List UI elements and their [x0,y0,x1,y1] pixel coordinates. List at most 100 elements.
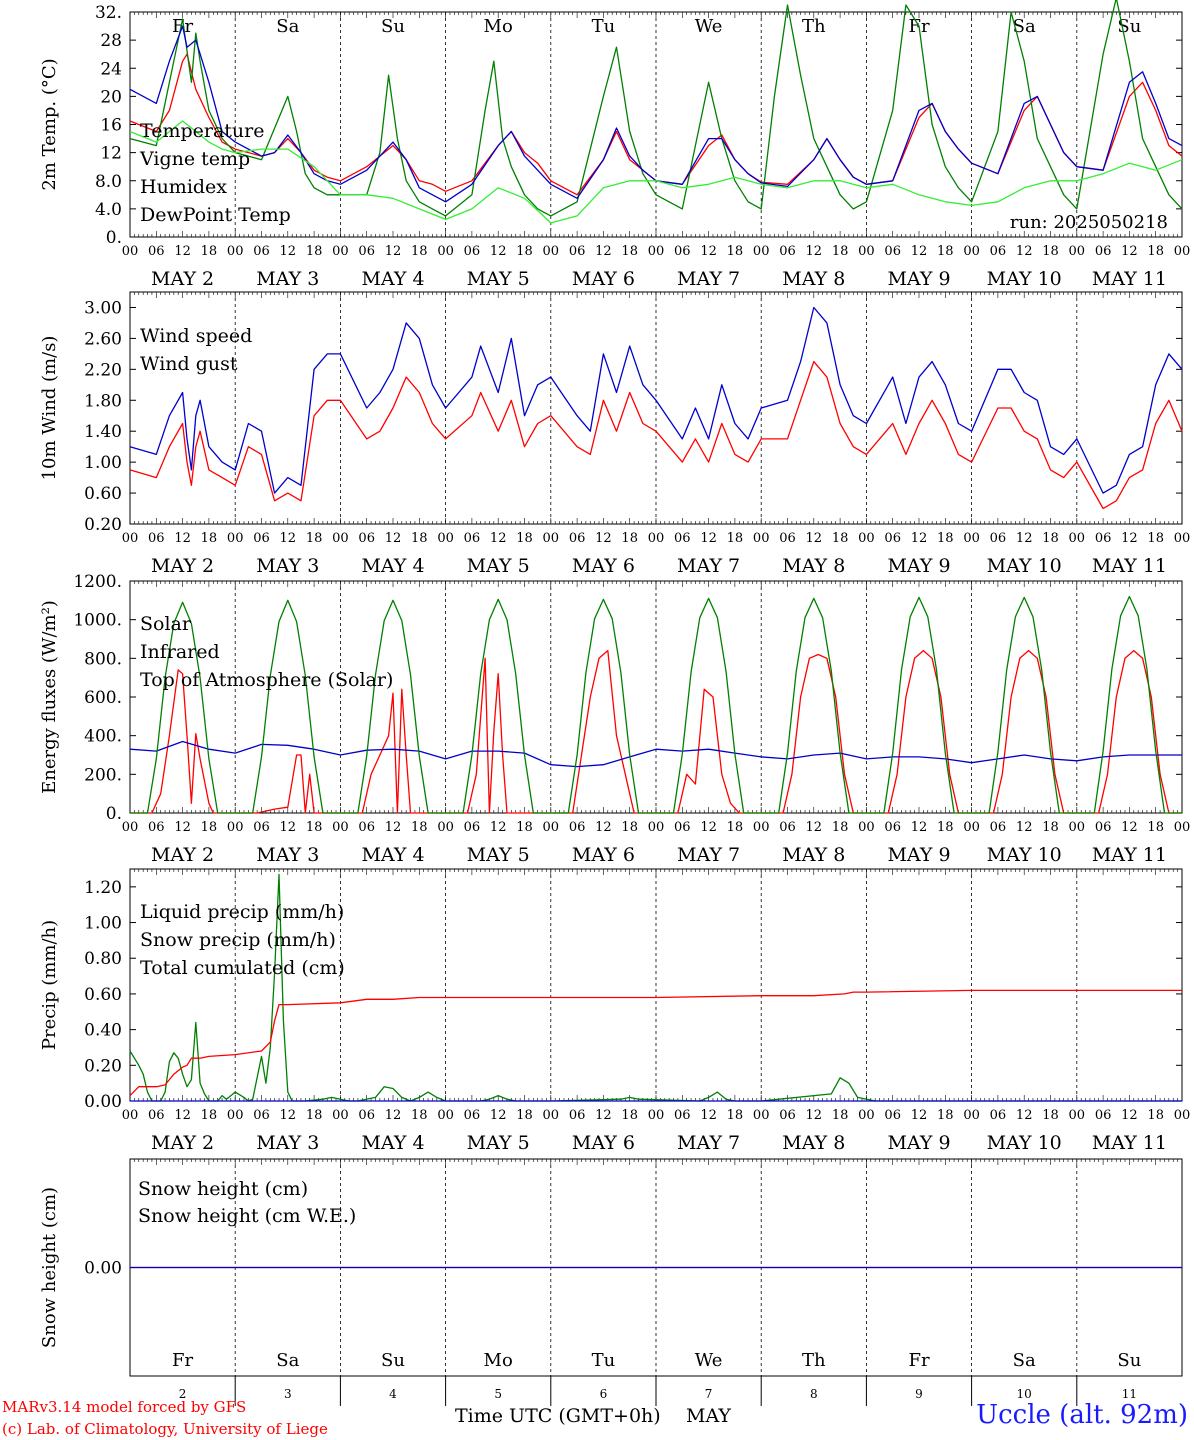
hour-tick-label: 06 [148,531,165,546]
hour-tick-label: 12 [700,244,717,259]
hour-tick-label: 00 [437,244,454,259]
hour-tick-label: 00 [858,531,875,546]
hour-tick-label: 00 [122,1108,139,1123]
y-tick-label: 800. [84,649,122,669]
y-tick-label: 1.00 [84,914,122,934]
date-label: MAY 10 [987,268,1062,290]
hour-tick-label: 00 [648,244,665,259]
date-label: MAY 4 [361,268,424,290]
y-tick-label: 12 [100,144,122,164]
hour-tick-label: 18 [1042,1108,1059,1123]
hour-tick-label: 06 [569,244,586,259]
hour-tick-label: 12 [490,1108,507,1123]
y-tick-label: 32. [95,3,122,23]
y-axis-label: Snow height (cm) [39,1187,60,1348]
day-number: 10 [1017,1387,1032,1401]
hour-tick-label: 00 [332,1108,349,1123]
date-label: MAY 3 [256,1132,319,1154]
y-tick-label: 4.0 [95,200,122,220]
hour-tick-label: 18 [832,820,849,835]
hour-tick-label: 12 [385,531,402,546]
x-axis-month: MAY [686,1405,731,1427]
hour-tick-label: 12 [911,1108,928,1123]
y-tick-label: 1.20 [84,878,122,898]
hour-tick-label: 18 [937,531,954,546]
hour-tick-label: 06 [884,531,901,546]
y-tick-label: 0.60 [84,985,122,1005]
hour-tick-label: 06 [464,531,481,546]
hour-tick-label: 18 [621,1108,638,1123]
hour-tick-label: 06 [674,1108,691,1123]
hour-tick-label: 18 [937,1108,954,1123]
series-line-wind-speed [129,360,1183,510]
hour-tick-label: 00 [963,244,980,259]
hour-tick-label: 00 [648,531,665,546]
date-label: MAY 11 [1092,555,1167,577]
hour-tick-label: 06 [569,531,586,546]
y-tick-label: 0.00 [84,1259,122,1279]
top-day-label: Mo [484,16,513,37]
legend-entry: Solar [140,613,192,635]
y-axis-label: Precip (mm/h) [39,920,60,1050]
hour-tick-label: 06 [569,820,586,835]
hour-tick-label: 18 [621,531,638,546]
x-axis-title: Time UTC (GMT+0h) [455,1405,661,1427]
hour-tick-label: 00 [858,1108,875,1123]
hour-tick-label: 18 [201,531,218,546]
hour-tick-label: 18 [411,820,428,835]
y-tick-label: 3.00 [84,298,122,318]
hour-tick-label: 18 [516,531,533,546]
hour-tick-label: 00 [1069,244,1086,259]
run-annotation: run: 2025050218 [1010,212,1168,233]
hour-tick-label: 18 [516,1108,533,1123]
hour-tick-label: 00 [332,244,349,259]
bottom-day-label: Fr [908,1350,929,1371]
hour-tick-label: 00 [332,531,349,546]
y-tick-label: 0.20 [84,515,122,535]
date-label: MAY 3 [256,268,319,290]
bottom-day-label: Fr [172,1350,193,1371]
hour-tick-label: 18 [1147,820,1164,835]
date-label: MAY 6 [572,555,635,577]
day-number: 6 [600,1387,608,1401]
hour-tick-label: 06 [990,244,1007,259]
hour-tick-label: 18 [411,1108,428,1123]
hour-tick-label: 18 [201,820,218,835]
day-number: 4 [389,1387,397,1401]
hour-tick-label: 06 [990,820,1007,835]
y-tick-label: 0.80 [84,949,122,969]
hour-tick-label: 12 [595,244,612,259]
bottom-day-label: Tu [592,1350,616,1371]
series-line-humidex [129,25,1183,203]
hour-tick-label: 00 [227,244,244,259]
legend-entry: Snow height (cm) [138,1178,308,1200]
date-label: MAY 5 [467,555,530,577]
hour-tick-label: 18 [1147,1108,1164,1123]
hour-tick-label: 12 [1121,1108,1138,1123]
hour-tick-label: 12 [595,531,612,546]
hour-tick-label: 06 [464,820,481,835]
date-label: MAY 7 [677,1132,740,1154]
hour-tick-label: 06 [779,1108,796,1123]
hour-tick-label: 12 [490,244,507,259]
date-label: MAY 10 [987,1132,1062,1154]
day-number: 7 [705,1387,713,1401]
date-label: MAY 8 [782,555,845,577]
lab-credit: (c) Lab. of Climatology, University of L… [2,1420,328,1438]
hour-tick-label: 00 [753,1108,770,1123]
top-day-label: Sa [276,16,299,37]
hour-tick-label: 00 [332,820,349,835]
y-tick-label: 1000. [73,611,122,631]
hour-tick-label: 12 [280,531,297,546]
hour-tick-label: 00 [1174,1108,1191,1123]
date-label: MAY 4 [361,844,424,866]
series-line-top-of-atmosphere-solar [130,595,1182,814]
hour-tick-label: 00 [543,531,560,546]
legend-entry: Infrared [140,641,220,663]
hour-tick-label: 12 [174,820,191,835]
hour-tick-label: 12 [280,1108,297,1123]
date-label: MAY 7 [677,268,740,290]
legend-entry: Temperature [140,120,264,142]
series-line-wind-gust [129,306,1183,494]
hour-tick-label: 06 [253,820,270,835]
